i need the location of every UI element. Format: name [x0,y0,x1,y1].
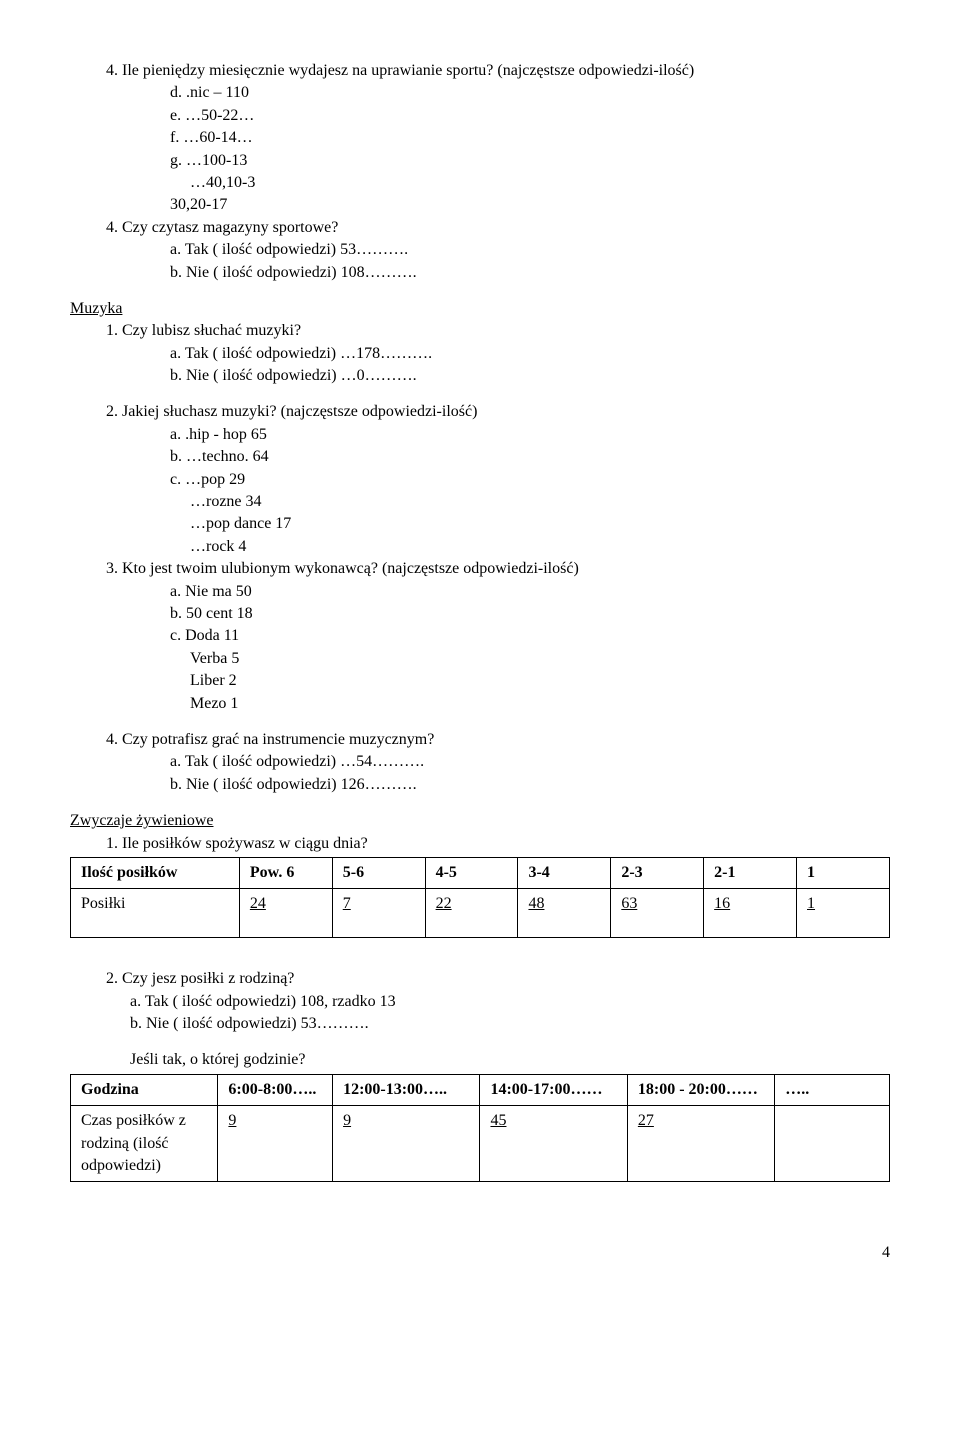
table-header: 12:00-13:00….. [333,1074,480,1105]
num: 1. [106,835,118,852]
extra-answer: 30,20-17 [170,194,890,216]
followup-question: Jeśli tak, o której godzinie? [130,1049,890,1071]
time-table: Godzina 6:00-8:00….. 12:00-13:00….. 14:0… [70,1074,890,1183]
answer-b: b. Nie ( ilość odpowiedzi) 126………. [170,774,890,796]
table-header: ….. [775,1074,890,1105]
answer-b: b. 50 cent 18 [170,603,890,625]
muzyka-q1: 1. Czy lubisz słuchać muzyki? a. Tak ( i… [70,320,890,387]
num: 4. [106,62,118,79]
question-line: 1. Czy lubisz słuchać muzyki? [106,320,890,342]
table-cell: 22 [425,889,518,938]
answer-d: d. .nic – 110 [170,82,890,104]
table-cell: 45 [480,1106,627,1182]
answer-b: b. Nie ( ilość odpowiedzi) …0………. [170,365,890,387]
table-header-row: Godzina 6:00-8:00….. 12:00-13:00….. 14:0… [71,1074,890,1105]
table-header: Ilość posiłków [71,857,240,888]
table-cell: 9 [218,1106,333,1182]
question-line: 2. Jakiej słuchasz muzyki? (najczęstsze … [106,401,890,423]
answer-a: a. Nie ma 50 [170,581,890,603]
text: Czy jesz posiłki z rodziną? [122,970,294,987]
text: Jakiej słuchasz muzyki? (najczęstsze odp… [122,403,477,420]
answer-e: e. …50-22… [170,105,890,127]
row-label: Posiłki [71,889,240,938]
text: Ile pieniędzy miesięcznie wydajesz na up… [122,62,694,79]
text: Czy lubisz słuchać muzyki? [122,322,301,339]
answer-b: b. Nie ( ilość odpowiedzi) 53………. [130,1013,890,1035]
text: Czy potrafisz grać na instrumencie muzyc… [122,731,434,748]
table-cell: 63 [611,889,704,938]
section-title-muzyka: Muzyka [70,298,890,320]
table-cell [775,1106,890,1182]
meals-table: Ilość posiłków Pow. 6 5-6 4-5 3-4 2-3 2-… [70,857,890,938]
table-cell: 48 [518,889,611,938]
text: Ile posiłków spożywasz w ciągu dnia? [122,835,368,852]
extra-answer: …pop dance 17 [190,513,890,535]
muzyka-q4: 4. Czy potrafisz grać na instrumencie mu… [70,729,890,796]
extra-answer: Verba 5 [190,648,890,670]
answer-c: c. …pop 29 [170,469,890,491]
table-cell: 24 [239,889,332,938]
table-cell: 27 [627,1106,774,1182]
table-header: 2-3 [611,857,704,888]
answer-b: b. Nie ( ilość odpowiedzi) 108………. [170,262,890,284]
extra-answer: …rozne 34 [190,491,890,513]
question-line: 4. Czy czytasz magazyny sportowe? [106,217,890,239]
answer-a: a. Tak ( ilość odpowiedzi) …54………. [170,751,890,773]
extra-answer: Liber 2 [190,670,890,692]
table-cell: 16 [704,889,797,938]
muzyka-q2: 2. Jakiej słuchasz muzyki? (najczęstsze … [70,401,890,558]
zywienie-q1: 1. Ile posiłków spożywasz w ciągu dnia? [106,833,890,855]
zywienie-q2: 2. Czy jesz posiłki z rodziną? [106,968,890,990]
section-title-zywienie: Zwyczaje żywieniowe [70,810,890,832]
num: 2. [106,403,118,420]
table-cell: 7 [332,889,425,938]
table-header: 5-6 [332,857,425,888]
answer-a: a. Tak ( ilość odpowiedzi) 108, rzadko 1… [130,991,890,1013]
num: 4. [106,731,118,748]
text: Kto jest twoim ulubionym wykonawcą? (naj… [122,560,579,577]
num: 4. [106,219,118,236]
table-header: 14:00-17:00…… [480,1074,627,1105]
num: 1. [106,322,118,339]
table-header: 1 [797,857,890,888]
muzyka-q3: 3. Kto jest twoim ulubionym wykonawcą? (… [70,558,890,715]
table-row: Posiłki 24 7 22 48 63 16 1 [71,889,890,938]
table-cell: 9 [333,1106,480,1182]
sport-q4b: 4. Czy czytasz magazyny sportowe? a. Tak… [70,217,890,284]
table-header: 6:00-8:00….. [218,1074,333,1105]
table-header: Godzina [71,1074,218,1105]
sport-q4: 4. Ile pieniędzy miesięcznie wydajesz na… [70,60,890,217]
num: 2. [106,970,118,987]
extra-answer: Mezo 1 [190,693,890,715]
table-cell: 1 [797,889,890,938]
answer-a: a. .hip - hop 65 [170,424,890,446]
table-header: Pow. 6 [239,857,332,888]
extra-answer: …rock 4 [190,536,890,558]
answer-g: g. …100-13 [170,150,890,172]
text: Czy czytasz magazyny sportowe? [122,219,338,236]
extra-answer: …40,10-3 [190,172,890,194]
table-row: Czas posiłków z rodziną (ilość odpowiedz… [71,1106,890,1182]
answer-c: c. Doda 11 [170,625,890,647]
question-line: 3. Kto jest twoim ulubionym wykonawcą? (… [106,558,890,580]
question-line: 4. Czy potrafisz grać na instrumencie mu… [106,729,890,751]
page-number: 4 [70,1242,890,1264]
answer-b: b. …techno. 64 [170,446,890,468]
table-header: 3-4 [518,857,611,888]
answer-f: f. …60-14… [170,127,890,149]
table-header-row: Ilość posiłków Pow. 6 5-6 4-5 3-4 2-3 2-… [71,857,890,888]
table-header: 4-5 [425,857,518,888]
num: 3. [106,560,118,577]
question-line: 4. Ile pieniędzy miesięcznie wydajesz na… [106,60,890,82]
table-header: 2-1 [704,857,797,888]
answer-a: a. Tak ( ilość odpowiedzi) 53………. [170,239,890,261]
table-header: 18:00 - 20:00…… [627,1074,774,1105]
row-label: Czas posiłków z rodziną (ilość odpowiedz… [71,1106,218,1182]
answer-a: a. Tak ( ilość odpowiedzi) …178………. [170,343,890,365]
